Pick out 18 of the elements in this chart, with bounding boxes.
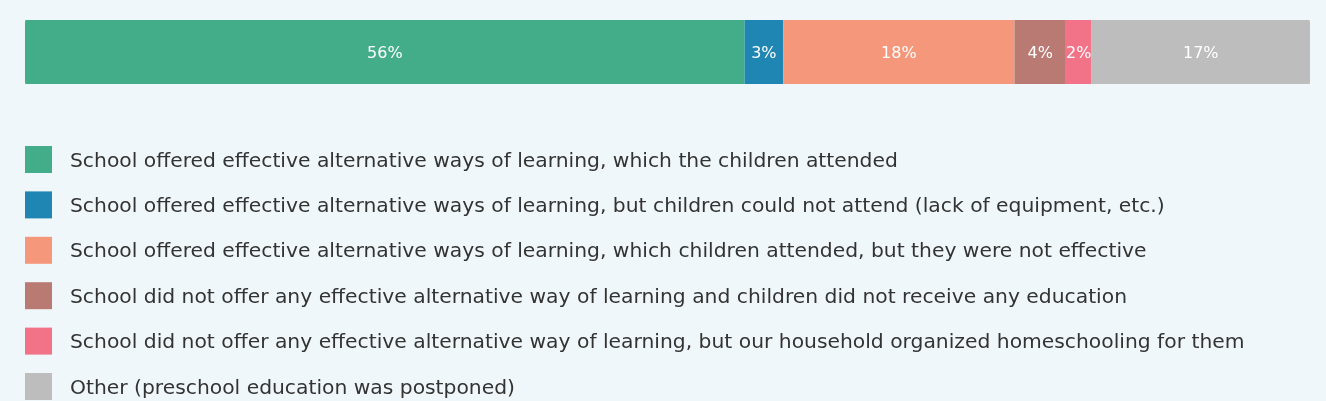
bar <box>1065 20 1092 84</box>
data-label: 4% <box>1027 42 1053 62</box>
data-label: 3% <box>751 42 777 62</box>
bar <box>1091 20 1310 84</box>
legend-label: School offered effective alternative ways of learning, but children could not attend (lack of equipment, etc.) <box>70 193 1165 217</box>
bar <box>744 20 784 84</box>
legend-label: Other (preschool education was postponed) <box>70 374 515 399</box>
bar <box>25 20 745 84</box>
bar <box>783 20 1015 84</box>
bar <box>1014 20 1066 84</box>
data-label: 18% <box>881 42 917 62</box>
legend-label: School offered effective alternative ways of learning, which the children attended <box>70 147 898 172</box>
legend-label: School did not offer any effective alternative way of learning, but our household organized homeschooling for them <box>70 329 1245 354</box>
legend-label: School did not offer any effective alternative way of learning and children did not receive any education <box>70 283 1127 308</box>
data-label: 17% <box>1182 42 1219 62</box>
data-label: 56% <box>367 42 403 62</box>
legend-label: School offered effective alternative ways of learning, which children attended, but they were not effective <box>70 238 1147 263</box>
data-label: 2% <box>1066 42 1092 62</box>
